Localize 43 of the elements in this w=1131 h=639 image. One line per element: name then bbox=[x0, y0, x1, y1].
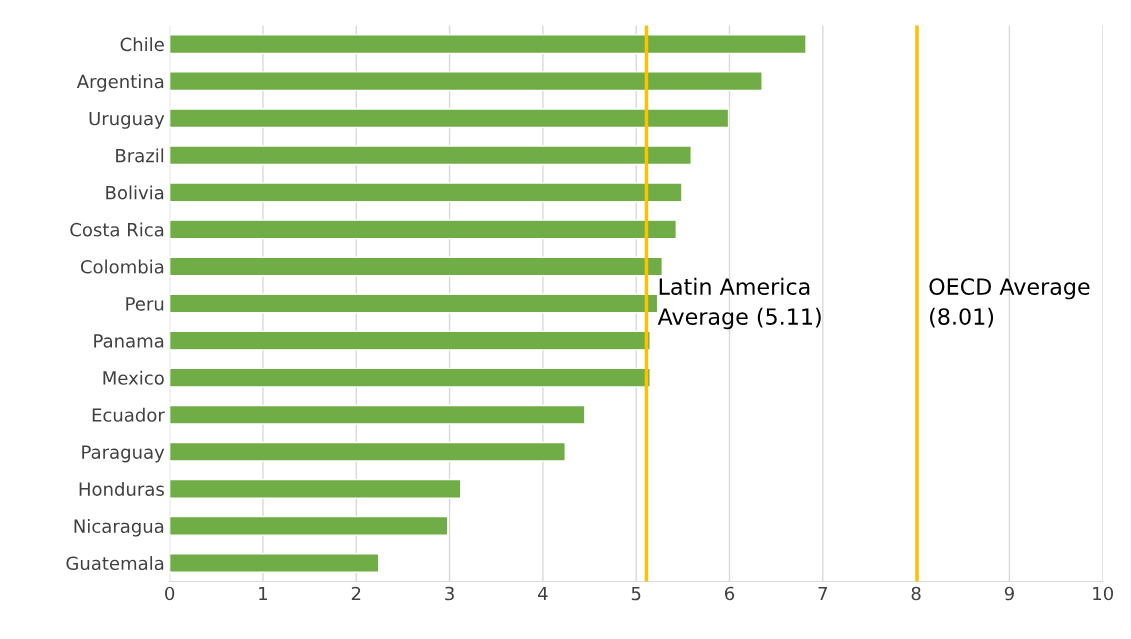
x-tick-label: 9 bbox=[1004, 586, 1014, 601]
y-tick-label: Panama bbox=[94, 334, 164, 348]
bar bbox=[169, 441, 566, 462]
y-tick-label: Honduras bbox=[79, 481, 164, 496]
y-tick-label: Paraguay bbox=[82, 445, 165, 463]
bar bbox=[169, 182, 683, 203]
y-tick-label: Mexico bbox=[103, 370, 164, 385]
y-tick-label: Chile bbox=[120, 37, 164, 52]
y-tick-label: Costa Rica bbox=[70, 222, 164, 237]
bar bbox=[169, 330, 651, 351]
x-tick-label: 2 bbox=[351, 586, 361, 601]
bar bbox=[169, 256, 664, 277]
x-tick-label: 5 bbox=[631, 586, 641, 601]
x-tick-label: 1 bbox=[259, 586, 268, 601]
x-tick-label: 4 bbox=[538, 586, 548, 601]
ref-line-label: OECD Average (8.01) bbox=[929, 278, 1090, 328]
x-tick-label: 3 bbox=[445, 586, 454, 601]
bar bbox=[169, 219, 678, 240]
y-tick-label: Guatemala bbox=[66, 556, 164, 571]
bar bbox=[169, 478, 462, 499]
x-tick-label: 8 bbox=[911, 586, 921, 601]
bar bbox=[169, 145, 692, 166]
y-tick-label: Argentina bbox=[76, 74, 164, 92]
bar bbox=[169, 515, 449, 536]
bar bbox=[169, 404, 586, 425]
y-tick-label: Peru bbox=[126, 297, 164, 311]
y-tick-label: Brazil bbox=[116, 148, 164, 163]
x-tick-label: 6 bbox=[725, 586, 735, 601]
bar bbox=[169, 367, 651, 388]
y-tick-label: Bolivia bbox=[106, 185, 164, 200]
bar bbox=[169, 293, 659, 314]
x-tick-label: 10 bbox=[1093, 586, 1114, 601]
y-tick-label: Colombia bbox=[80, 259, 164, 274]
bar bbox=[169, 71, 763, 92]
y-tick-label: Uruguay bbox=[89, 111, 165, 129]
bar bbox=[169, 108, 730, 129]
bar bbox=[169, 552, 380, 573]
bar bbox=[169, 34, 807, 55]
x-tick-label: 0 bbox=[165, 586, 175, 601]
y-tick-label: Nicaragua bbox=[74, 519, 164, 537]
ref-line-label: Latin America Average (5.11) bbox=[657, 277, 821, 330]
y-tick-label: Ecuador bbox=[92, 407, 165, 422]
x-tick-label: 7 bbox=[818, 586, 827, 601]
